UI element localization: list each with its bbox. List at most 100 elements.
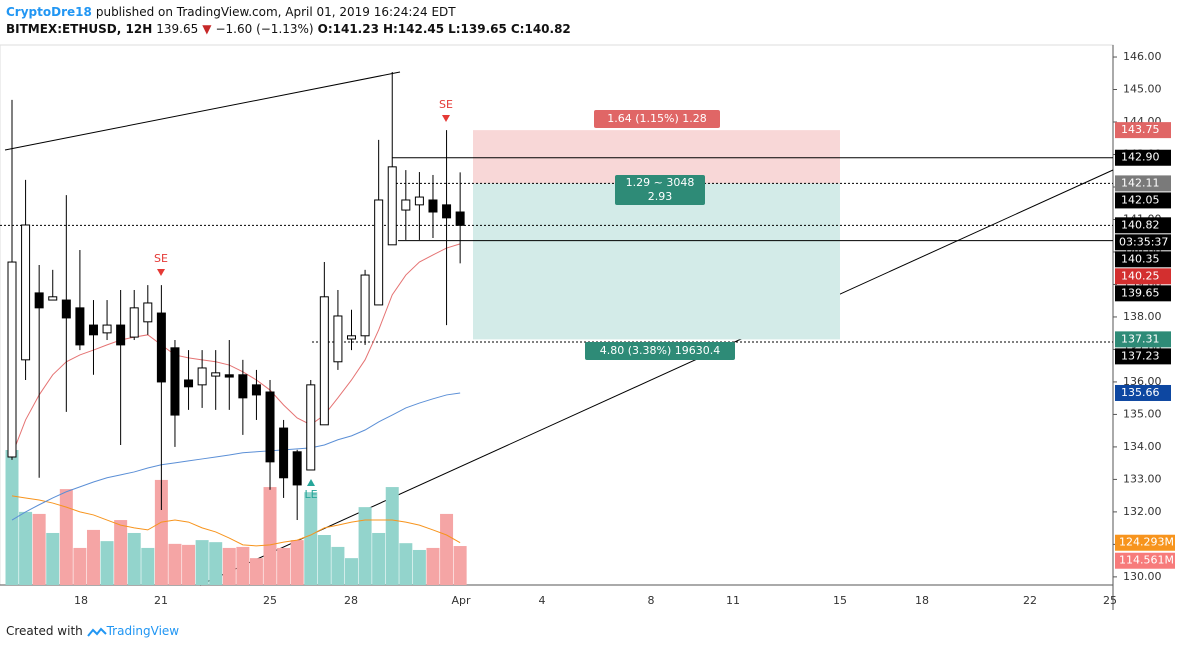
candle-body bbox=[48, 296, 58, 301]
signal-arrow bbox=[157, 269, 165, 276]
volume-ma bbox=[11, 495, 461, 547]
volume-bar bbox=[100, 541, 114, 585]
mid-text: 2.93 bbox=[648, 190, 673, 203]
candle-body bbox=[156, 312, 166, 383]
x-tick-label: 11 bbox=[726, 594, 740, 607]
candle-body bbox=[197, 367, 207, 386]
volume-bar bbox=[19, 511, 33, 585]
y-tick-label: 134.00 bbox=[1123, 440, 1162, 453]
volume-bar bbox=[222, 547, 236, 585]
mid-text: 1.29 ~ 3048 bbox=[626, 176, 695, 189]
x-tick-label: 15 bbox=[833, 594, 847, 607]
price-badge-label: 140.25 bbox=[1121, 269, 1160, 282]
brand[interactable]: TradingView bbox=[106, 624, 180, 638]
candle-body bbox=[333, 315, 343, 363]
candle-body bbox=[224, 374, 234, 378]
symbol: BITMEX:ETHUSD, 12H bbox=[6, 22, 153, 36]
volume-bar bbox=[168, 543, 182, 585]
candle-body bbox=[102, 324, 112, 334]
volume-bar bbox=[182, 544, 196, 585]
volume-bar bbox=[5, 450, 19, 585]
candle-body bbox=[61, 299, 71, 319]
candle-body bbox=[455, 211, 465, 226]
volume-bar bbox=[249, 558, 263, 585]
price-badge bbox=[1115, 192, 1171, 209]
price-badge bbox=[1115, 149, 1171, 166]
chart: 130.00131.00132.00133.00134.00135.00136.… bbox=[0, 44, 1175, 610]
candle-body bbox=[34, 292, 44, 309]
candle-body bbox=[401, 199, 411, 211]
volume-bar bbox=[345, 558, 358, 585]
signal-arrow bbox=[307, 479, 315, 486]
price-badge-label: 142.05 bbox=[1121, 193, 1160, 206]
x-tick-label: 4 bbox=[539, 594, 546, 607]
target-text: 4.80 (3.38%) 19630.4 bbox=[600, 344, 721, 357]
candle-body bbox=[7, 261, 17, 458]
trend-line bbox=[199, 169, 1114, 586]
volume-bar bbox=[453, 546, 467, 585]
x-tick-label: Apr bbox=[451, 594, 471, 607]
x-tick-label: 28 bbox=[344, 594, 358, 607]
volume-bar bbox=[46, 532, 60, 585]
price-badge-label: 137.23 bbox=[1121, 349, 1160, 362]
y-tick-label: 130.00 bbox=[1123, 570, 1162, 583]
stop-text: 1.64 (1.15%) 1.28 bbox=[607, 112, 707, 125]
candle-body bbox=[88, 324, 98, 336]
volume-bar bbox=[209, 542, 223, 585]
candle-body bbox=[360, 274, 370, 337]
price-badge bbox=[1115, 285, 1171, 302]
volume-bar bbox=[412, 549, 426, 585]
volume-bar bbox=[358, 507, 372, 585]
published: published on TradingView.com, April 01, … bbox=[95, 5, 456, 19]
candle-body bbox=[251, 384, 261, 396]
volume-bar bbox=[290, 540, 304, 585]
footer: Created with TradingView bbox=[6, 624, 179, 638]
price-badge bbox=[1115, 217, 1171, 234]
price-badge-label: 140.35 bbox=[1121, 252, 1160, 265]
x-tick-label: 18 bbox=[915, 594, 929, 607]
price-badge-label: 139.65 bbox=[1121, 286, 1160, 299]
ohlc: L:139.65 bbox=[448, 22, 507, 36]
candle-body bbox=[75, 307, 85, 346]
candle-body bbox=[211, 372, 221, 377]
y-tick-label: 132.00 bbox=[1123, 505, 1162, 518]
volume-bar bbox=[304, 492, 318, 585]
volume-bar bbox=[331, 546, 345, 585]
created-with: Created with bbox=[6, 624, 83, 638]
y-tick-label: 138.00 bbox=[1123, 310, 1162, 323]
candle-body bbox=[306, 384, 316, 471]
price-badge bbox=[1115, 175, 1171, 192]
logo bbox=[86, 627, 107, 637]
volume-bar bbox=[236, 546, 250, 585]
y-tick-label: 133.00 bbox=[1123, 472, 1162, 485]
volume-badge bbox=[1115, 534, 1175, 551]
y-tick-label: 135.00 bbox=[1123, 407, 1162, 420]
candle-body bbox=[292, 451, 302, 486]
candle-body bbox=[428, 199, 438, 213]
volume-bar bbox=[86, 529, 100, 585]
y-tick-label: 136.00 bbox=[1123, 375, 1162, 388]
stop-box bbox=[594, 110, 720, 128]
candle-body bbox=[319, 296, 329, 426]
signal-label: SE bbox=[439, 98, 453, 111]
x-tick-label: 25 bbox=[263, 594, 277, 607]
volume-bar bbox=[154, 479, 168, 585]
volume-bar bbox=[141, 547, 155, 585]
volume-bar bbox=[73, 547, 87, 585]
volume-bar bbox=[263, 487, 277, 585]
signal-label: SE bbox=[154, 252, 168, 265]
ohlc: H:142.45 bbox=[382, 22, 445, 36]
ma-slow bbox=[11, 392, 461, 521]
candle-body bbox=[442, 204, 452, 219]
target-zone bbox=[473, 183, 840, 340]
arrow: ▼ bbox=[202, 22, 212, 36]
candle-body bbox=[184, 379, 194, 388]
volume-badge-label: 124.293M bbox=[1119, 536, 1174, 549]
x-tick-label: 21 bbox=[154, 594, 168, 607]
signal-arrow bbox=[442, 115, 450, 122]
author[interactable]: CryptoDre18 bbox=[6, 5, 92, 19]
volume-bar bbox=[317, 535, 331, 585]
volume-bar bbox=[127, 532, 141, 585]
volume-bar bbox=[399, 543, 413, 585]
volume-bar bbox=[195, 540, 209, 585]
